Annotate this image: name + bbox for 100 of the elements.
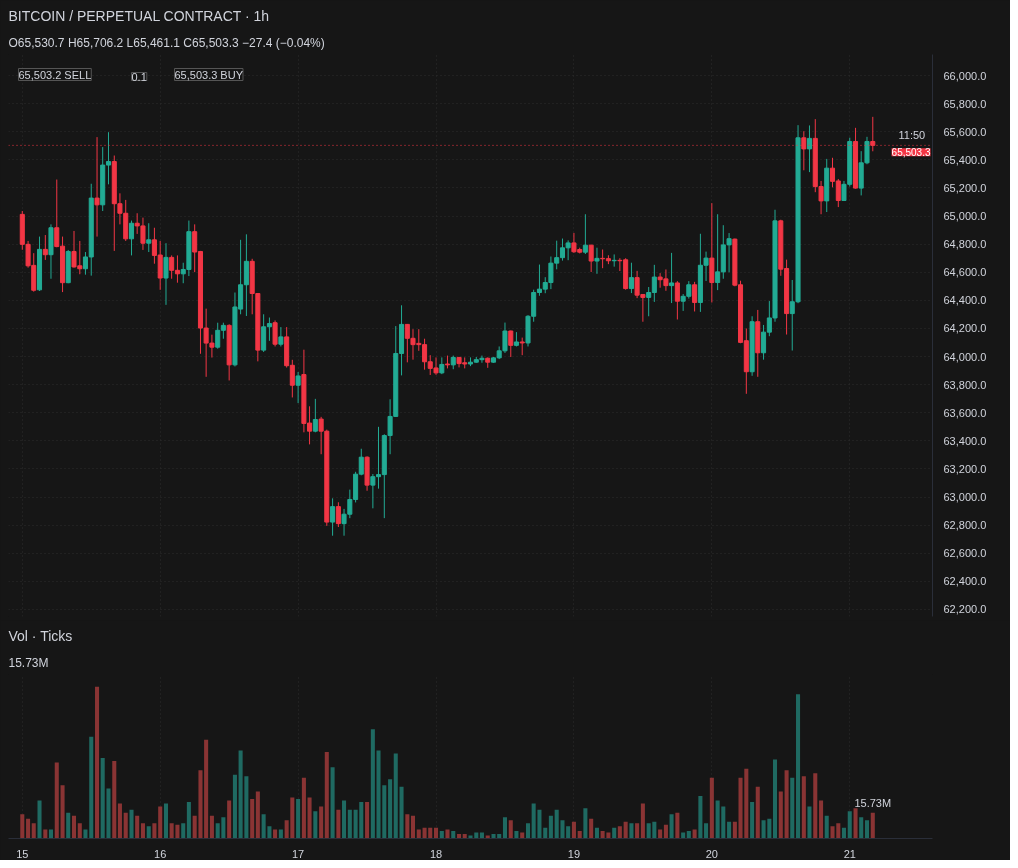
chart-subtitle: O65,530.7 H65,706.2 L65,461.1 C65,503.3 −27.4 (−0.04%) [8, 35, 325, 50]
bar [635, 823, 640, 839]
y-tick-label: 63,200.0 [943, 462, 987, 475]
bar [399, 786, 404, 839]
bar [778, 791, 783, 839]
bar [790, 777, 795, 839]
bar [594, 827, 599, 839]
candlestick [806, 124, 813, 173]
y-tick-label: 64,600.0 [943, 266, 987, 279]
bar [48, 829, 53, 839]
bar [796, 694, 801, 839]
bar [434, 827, 439, 839]
bar [319, 806, 324, 839]
bar [508, 820, 513, 839]
candlestick [674, 280, 680, 320]
bar [485, 835, 490, 839]
bar [750, 802, 755, 839]
candlestick [295, 371, 301, 404]
candlestick [508, 330, 514, 358]
annotation: 0.1 [131, 70, 147, 83]
y-tick-label: 63,000.0 [943, 491, 987, 504]
candlestick [128, 220, 135, 256]
x-tick-label: 18 [429, 847, 443, 860]
bar [77, 823, 82, 839]
bar [255, 791, 260, 839]
bar [95, 686, 100, 839]
bar [186, 802, 191, 839]
bar [83, 829, 88, 839]
bar [864, 820, 870, 839]
bar [54, 762, 59, 839]
y-tick-label: 62,800.0 [943, 519, 987, 532]
bar [278, 829, 283, 839]
bar [629, 823, 634, 839]
bar [296, 799, 301, 839]
bar [801, 776, 806, 839]
bar [250, 799, 255, 839]
bar [31, 823, 36, 839]
y-tick-label: 64,400.0 [943, 294, 987, 307]
bar [152, 823, 157, 839]
y-tick-label: 65,400.0 [943, 153, 987, 166]
bar [784, 770, 789, 839]
annotation: 65,503.3 BUY [174, 68, 244, 81]
bar [307, 797, 312, 839]
bar [140, 823, 145, 839]
bar [755, 786, 760, 839]
bar [658, 829, 663, 839]
y-tick-label: 62,400.0 [943, 575, 987, 588]
bar [342, 800, 347, 839]
bar [640, 803, 645, 839]
candlestick [146, 222, 152, 253]
y-tick-label: 63,400.0 [943, 434, 987, 447]
bar [393, 753, 398, 839]
bar [445, 829, 450, 839]
x-tick-label: 19 [567, 847, 581, 860]
bar [617, 826, 622, 839]
bar [623, 821, 628, 839]
y-tick-label: 64,000.0 [943, 350, 987, 363]
bar [859, 817, 864, 839]
bar [60, 785, 65, 839]
bar [807, 806, 812, 839]
y-tick-label: 63,800.0 [943, 378, 987, 391]
bar [589, 818, 594, 839]
bar [698, 795, 703, 839]
ref-line-label: 65,503.3 [891, 147, 931, 159]
bar [548, 815, 553, 839]
bar [732, 821, 737, 839]
candlestick [669, 252, 675, 304]
y-tick-label: 65,600.0 [943, 125, 987, 138]
bar [129, 809, 134, 839]
candlestick [272, 319, 278, 347]
candlestick [628, 262, 634, 294]
x-tick-label: 21 [843, 847, 856, 860]
bar [324, 751, 329, 839]
bar [313, 811, 318, 839]
bar [112, 761, 117, 839]
bar [571, 821, 576, 839]
bar [204, 739, 209, 839]
candlestick [278, 326, 284, 347]
annotation: 11:50 [898, 129, 926, 142]
x-tick-label: 15 [16, 847, 29, 860]
chart-title: Vol · Ticks [8, 627, 73, 644]
bar [158, 806, 163, 839]
bar [870, 812, 875, 839]
candlestick [692, 281, 698, 312]
candlestick [42, 234, 48, 261]
bar [301, 777, 306, 839]
bar [20, 814, 25, 839]
annotation: 15.73M [854, 796, 892, 809]
y-tick-label: 64,200.0 [943, 322, 987, 335]
candlestick [594, 247, 600, 275]
bar [410, 815, 416, 839]
candlestick [312, 398, 318, 433]
bar [181, 823, 186, 839]
bar [37, 800, 42, 839]
bar [819, 800, 824, 839]
bar [439, 830, 444, 839]
candlestick [588, 244, 594, 273]
bar [26, 818, 31, 839]
candlestick [582, 213, 588, 255]
bar [675, 812, 680, 839]
